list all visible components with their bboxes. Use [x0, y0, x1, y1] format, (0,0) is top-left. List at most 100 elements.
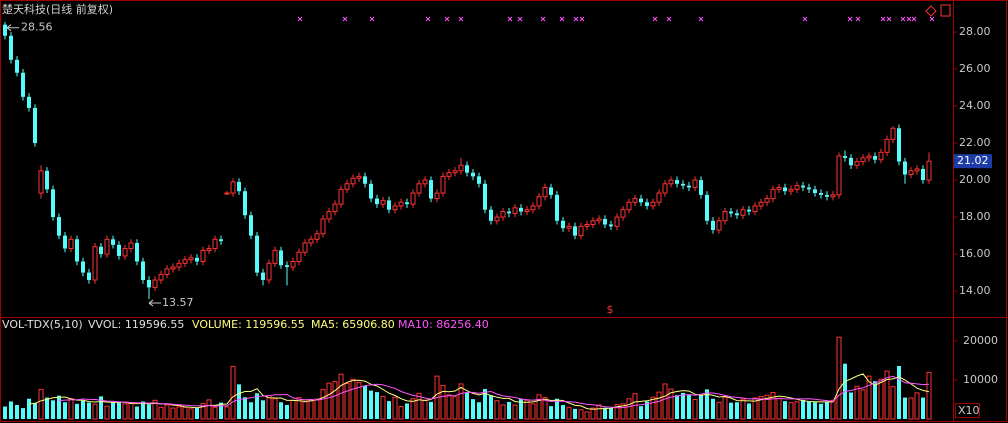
volume-bar	[122, 403, 128, 420]
volume-bar	[15, 404, 19, 419]
volume-bar	[716, 401, 722, 420]
volume-bar	[128, 402, 134, 420]
volume-bar	[783, 401, 787, 419]
candle-body	[699, 180, 703, 195]
volume-bar	[921, 397, 925, 419]
y-tick-label: 22.00	[959, 136, 991, 149]
candle-body	[561, 220, 565, 229]
volume-bar	[849, 392, 853, 419]
volume-bar	[387, 401, 391, 419]
candle-body	[272, 249, 278, 264]
volume-bar	[363, 385, 367, 419]
info-marker-stroke	[579, 16, 585, 22]
y-tick-label: 24.00	[959, 99, 991, 112]
last-price-box	[954, 154, 992, 169]
volume-bar	[530, 403, 536, 420]
volume-bar	[296, 397, 302, 420]
candle-body	[38, 170, 44, 194]
candle-body	[489, 209, 493, 221]
volume-bar	[104, 405, 110, 420]
volume-bar	[176, 406, 182, 420]
candle-body	[75, 239, 79, 262]
candle-body	[512, 207, 518, 214]
volume-bar	[926, 371, 932, 420]
volume-bar	[266, 395, 272, 420]
info-marker-stroke	[906, 16, 912, 22]
candle-body	[590, 220, 596, 225]
scale-label-box	[955, 403, 980, 418]
volume-bar	[603, 407, 607, 419]
candle-body	[825, 194, 829, 197]
indicator-item: VOLUME: 119596.55	[192, 318, 305, 331]
candle-body	[440, 175, 446, 194]
candle-body	[15, 59, 19, 73]
candle-body	[405, 202, 409, 205]
volume-bar	[758, 395, 764, 420]
info-marker	[559, 16, 565, 22]
candle-body	[860, 157, 866, 163]
info-marker	[802, 16, 808, 22]
volume-bar	[711, 398, 715, 419]
volume-bar	[584, 411, 590, 420]
volume-bar	[825, 401, 829, 419]
volume-bar	[681, 392, 685, 419]
volume-bar	[729, 402, 733, 419]
candle-body	[152, 279, 158, 288]
candle-body	[836, 155, 842, 196]
volume-bar	[446, 394, 452, 420]
candle-body	[711, 220, 715, 231]
volume-bar	[626, 398, 632, 420]
volume-bar	[21, 408, 25, 419]
volume-bar	[614, 404, 620, 420]
candle-body	[524, 209, 530, 213]
indicator-item-value: 86256.40	[436, 318, 489, 331]
info-marker-stroke	[559, 16, 565, 22]
volume-bar	[398, 406, 404, 420]
volume-bar	[410, 398, 416, 420]
volume-bar	[908, 397, 914, 420]
volume-bar	[356, 381, 362, 420]
volume-bar	[465, 392, 469, 419]
volume-bar	[117, 401, 121, 419]
candle-body	[176, 262, 182, 268]
candle-body	[188, 257, 194, 261]
candle-body	[27, 96, 31, 108]
candle-body	[104, 238, 110, 255]
candle-body	[843, 156, 847, 158]
volume-bar	[807, 401, 811, 419]
candle-body	[783, 187, 787, 192]
info-marker	[579, 16, 585, 22]
info-marker	[911, 16, 917, 22]
candle-body	[68, 238, 74, 250]
volume-bar	[164, 404, 170, 420]
volume-bar	[188, 408, 194, 420]
info-marker-stroke	[540, 16, 546, 22]
candle-body	[555, 194, 559, 221]
candle-body	[735, 213, 739, 216]
candle-body	[794, 185, 800, 190]
candle-body	[224, 192, 230, 195]
volume-bar	[794, 401, 800, 420]
volume-bar	[477, 402, 481, 419]
info-marker	[517, 16, 523, 22]
volume-bar	[45, 397, 49, 419]
info-marker-stroke	[425, 16, 431, 22]
candle-body	[422, 179, 428, 185]
candle-body	[87, 272, 91, 280]
candle-body	[296, 251, 302, 262]
candle-body	[308, 238, 314, 244]
info-marker	[297, 16, 303, 22]
volume-bar	[195, 407, 199, 419]
info-marker	[458, 16, 464, 22]
volume-bar	[884, 370, 890, 420]
volume-bar	[819, 403, 823, 419]
volume-bar	[63, 402, 67, 419]
volume-bar	[158, 406, 164, 420]
candle-body	[566, 225, 572, 229]
low-label: 13.57	[162, 296, 194, 309]
info-marker-stroke	[573, 16, 579, 22]
info-marker-stroke	[900, 16, 906, 22]
candle-body	[63, 235, 67, 249]
volume-bar	[68, 398, 74, 420]
volume-bar	[668, 388, 674, 420]
